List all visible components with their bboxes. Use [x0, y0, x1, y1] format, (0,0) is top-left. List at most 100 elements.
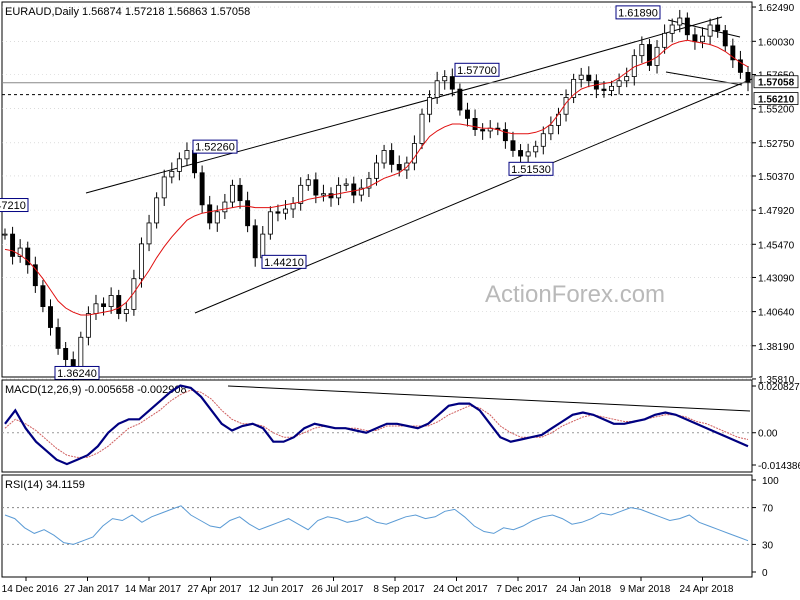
price-panel-frame — [1, 1, 753, 378]
candle-body — [237, 184, 243, 202]
price-tick-label: 1.43090 — [758, 273, 795, 284]
candle-body — [17, 247, 23, 257]
candle-body — [366, 177, 372, 189]
price-marker-box — [753, 92, 799, 105]
candle-body — [518, 150, 524, 157]
candle-body — [336, 184, 342, 199]
rsi-tick-label: 100 — [762, 476, 779, 487]
candle-body — [267, 211, 273, 235]
candle-body — [313, 179, 319, 196]
x-tick-label: 24 Apr 2018 — [680, 584, 734, 595]
candle-body — [646, 44, 652, 66]
candle-body — [457, 88, 463, 111]
candle-body — [48, 306, 53, 328]
candle-body — [63, 348, 69, 360]
watermark: ActionForex.com — [485, 281, 665, 308]
macd-panel: MACD(12,26,9) -0.005658 -0.002908 0.0208… — [1, 379, 800, 473]
candle-body — [624, 76, 630, 82]
candle-body — [715, 24, 721, 31]
moving-average-line — [4, 39, 749, 316]
macd-line — [4, 384, 749, 466]
candle-body — [40, 285, 46, 308]
price-markers: 1.57058 1.56210 — [753, 75, 799, 106]
candle-body — [229, 184, 235, 203]
price-marker-box — [753, 75, 799, 89]
annotation-box — [615, 5, 661, 20]
price-tick-label: 1.62490 — [758, 3, 795, 14]
candle-body — [609, 85, 614, 91]
price-marker-label: 1.56210 — [758, 95, 795, 106]
rsi-line — [4, 505, 749, 545]
candle-body — [616, 80, 622, 87]
x-tick-label: 27 Jan 2017 — [64, 584, 119, 595]
candle-body — [480, 129, 486, 132]
candle-body — [207, 204, 213, 224]
annotation-box — [0, 198, 29, 213]
candle-body — [154, 197, 160, 224]
annotation-label: 1.51530 — [511, 164, 551, 176]
candle-body — [692, 34, 698, 43]
candle-body — [184, 150, 190, 160]
annotation-box — [192, 139, 238, 154]
price-tick-label: 1.45470 — [758, 240, 795, 251]
x-tick-label: 12 Jun 2017 — [248, 584, 303, 595]
rsi-tick-label: 70 — [762, 504, 774, 515]
annotation-box — [54, 365, 100, 380]
candle-body — [222, 201, 228, 213]
price-tick-label: 1.55200 — [758, 105, 795, 116]
candle-body — [381, 150, 387, 164]
candle-body — [199, 172, 205, 206]
annotation-label: 1.52260 — [195, 142, 235, 154]
candle-body — [525, 151, 531, 157]
candle-body — [396, 164, 402, 171]
candle-body — [586, 74, 592, 82]
rsi-panel-frame — [1, 474, 753, 578]
candle-body — [93, 303, 99, 314]
price-tick-label: 1.40640 — [758, 308, 795, 319]
candle-body — [252, 225, 258, 259]
candle-body — [374, 162, 379, 179]
candle-body — [548, 124, 554, 135]
candle-body — [101, 303, 107, 308]
candle-body — [669, 24, 675, 34]
x-tick-label: 27 Apr 2017 — [188, 584, 242, 595]
candle-body — [730, 45, 736, 61]
candle-body — [108, 295, 114, 308]
candle-body — [245, 200, 251, 227]
candle-body — [214, 211, 220, 224]
candle-body — [320, 193, 326, 196]
candle-body — [654, 46, 660, 66]
candle-body — [55, 327, 61, 349]
rsi-title: RSI(14) 34.1159 — [5, 479, 85, 491]
candle-body — [351, 183, 357, 196]
candle-body — [25, 247, 31, 266]
annotation-box — [261, 254, 307, 269]
candle-body — [533, 145, 539, 153]
channel-lower-line — [194, 78, 753, 314]
candle-body — [192, 150, 198, 174]
candle-body — [737, 59, 743, 73]
candle-body — [116, 295, 122, 314]
price-title: EURAUD,Daily 1.56874 1.57218 1.56863 1.5… — [5, 6, 250, 18]
rsi-panel: RSI(14) 34.1159 100 70 30 0 — [1, 474, 779, 579]
annotation-box — [508, 161, 554, 176]
candle-body — [578, 74, 584, 80]
candle-body — [677, 17, 683, 26]
candle-body — [10, 233, 16, 257]
candle-body — [449, 76, 455, 90]
candle-body — [684, 17, 690, 36]
macd-title: MACD(12,26,9) -0.005658 -0.002908 — [5, 384, 187, 396]
price-tick-label: 1.50370 — [758, 172, 795, 183]
candle-body — [161, 176, 167, 199]
rsi-y-axis: 100 70 30 0 — [752, 476, 779, 579]
candle-body — [283, 208, 288, 214]
macd-trendline — [227, 385, 751, 412]
price-grid — [2, 6, 752, 380]
price-tick-label: 1.60030 — [758, 37, 795, 48]
candle-body — [275, 211, 281, 214]
x-tick-label: 14 Dec 2016 — [2, 584, 59, 595]
price-y-axis: 1.624901.600301.576501.552001.527501.503… — [752, 3, 795, 386]
candle-body — [290, 203, 296, 210]
candle-body — [32, 264, 38, 287]
x-tick-label: 26 Jul 2017 — [312, 584, 364, 595]
